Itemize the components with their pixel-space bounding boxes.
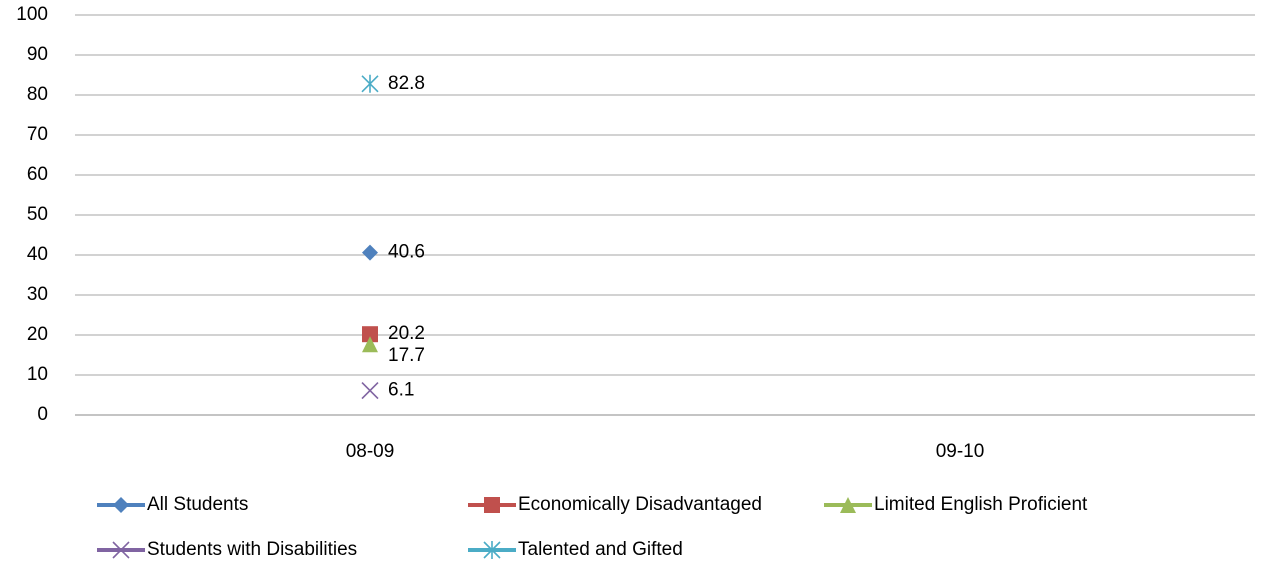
legend-marker bbox=[483, 541, 501, 559]
legend-item: Limited English Proficient bbox=[824, 494, 1088, 515]
y-tick-label: 0 bbox=[37, 404, 48, 425]
marker bbox=[361, 382, 379, 400]
data-label: 40.6 bbox=[388, 242, 425, 263]
y-tick-label: 10 bbox=[27, 364, 48, 385]
marker bbox=[362, 336, 378, 353]
legend-label: Economically Disadvantaged bbox=[518, 494, 762, 515]
y-tick-label: 30 bbox=[27, 284, 48, 305]
data-label: 20.2 bbox=[388, 323, 425, 344]
y-tick-label: 90 bbox=[27, 44, 48, 65]
y-tick-label: 50 bbox=[27, 204, 48, 225]
y-tick-label: 40 bbox=[27, 244, 48, 265]
legend-marker bbox=[484, 497, 500, 513]
data-label: 6.1 bbox=[388, 380, 414, 401]
y-tick-label: 20 bbox=[27, 324, 48, 345]
legend-marker bbox=[113, 497, 129, 513]
y-tick-label: 80 bbox=[27, 84, 48, 105]
legend-label: Talented and Gifted bbox=[518, 539, 683, 560]
legend-label: All Students bbox=[147, 494, 248, 515]
legend-marker bbox=[840, 497, 856, 513]
marker bbox=[362, 244, 378, 261]
legend-item: All Students bbox=[97, 494, 248, 515]
y-tick-label: 60 bbox=[27, 164, 48, 185]
y-tick-label: 100 bbox=[16, 4, 48, 25]
legend-label: Limited English Proficient bbox=[874, 494, 1088, 515]
marker bbox=[361, 74, 379, 93]
data-label: 17.7 bbox=[388, 345, 425, 366]
data-label: 82.8 bbox=[388, 73, 425, 94]
marker bbox=[362, 326, 378, 343]
legend-label: Students with Disabilities bbox=[147, 539, 357, 560]
legend-item: Students with Disabilities bbox=[97, 539, 357, 560]
x-tick-label: 08-09 bbox=[346, 441, 395, 462]
legend-item: Talented and Gifted bbox=[468, 539, 683, 560]
x-tick-label: 09-10 bbox=[936, 441, 985, 462]
legend-item: Economically Disadvantaged bbox=[468, 494, 762, 515]
legend-marker bbox=[112, 541, 130, 559]
y-tick-label: 70 bbox=[27, 124, 48, 145]
